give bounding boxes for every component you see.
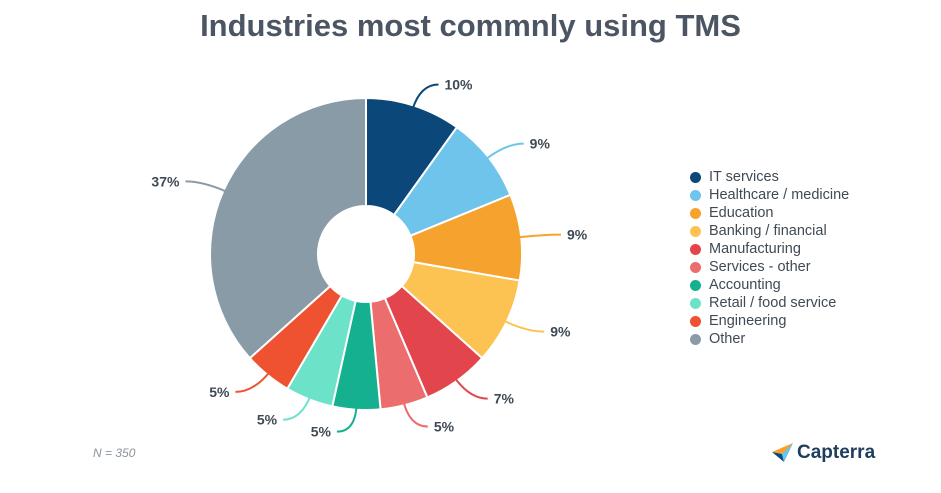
data-label-retail-food-service: 5% [257, 412, 278, 428]
leader-line-engineering [235, 371, 271, 393]
data-label-manufacturing: 7% [494, 391, 515, 407]
legend-item-banking-financial: Banking / financial [690, 222, 849, 240]
legend-swatch [690, 297, 701, 309]
legend-item-it-services: IT services [690, 168, 849, 186]
leader-line-retail-food-service [283, 395, 312, 421]
legend-item-education: Education [690, 204, 849, 222]
leader-line-accounting [336, 405, 358, 433]
legend-item-other: Other [690, 330, 849, 348]
data-label-engineering: 5% [209, 384, 230, 400]
data-label-accounting: 5% [311, 424, 332, 440]
legend-swatch [690, 261, 701, 273]
data-label-services-other: 5% [434, 419, 455, 435]
legend-item-services-other: Services - other [690, 258, 849, 276]
legend-item-accounting: Accounting [690, 276, 849, 294]
leader-line-banking-financial [502, 319, 545, 333]
leader-line-manufacturing [453, 376, 488, 400]
leader-line-it-services [411, 83, 439, 110]
legend-item-retail-food-service: Retail / food service [690, 294, 849, 312]
legend-swatch [690, 333, 701, 345]
legend-swatch [690, 243, 701, 255]
leader-line-healthcare-medicine [484, 142, 524, 161]
legend-label: Banking / financial [709, 223, 827, 239]
data-label-it-services: 10% [444, 77, 473, 93]
capterra-logo: Capterra [772, 442, 875, 464]
legend-label: IT services [709, 169, 779, 185]
data-label-other: 37% [151, 173, 180, 189]
legend-label: Accounting [709, 277, 781, 293]
legend-swatch [690, 171, 701, 183]
legend-label: Healthcare / medicine [709, 187, 850, 203]
chart-legend: IT services Healthcare / medicine Educatio… [690, 168, 849, 348]
leader-line-education [516, 233, 561, 239]
legend-swatch [690, 189, 701, 201]
data-label-healthcare-medicine: 9% [530, 136, 551, 152]
legend-swatch [690, 279, 701, 291]
data-label-banking-financial: 9% [550, 324, 571, 340]
leader-line-services-other [402, 401, 428, 428]
leader-line-other [185, 180, 228, 193]
legend-label: Services - other [709, 259, 811, 275]
data-label-education: 9% [567, 227, 588, 243]
legend-label: Engineering [709, 313, 787, 329]
legend-swatch [690, 225, 701, 237]
legend-label: Retail / food service [709, 295, 837, 311]
sample-size-note: N = 350 [93, 446, 136, 460]
capterra-arrow-icon [772, 443, 793, 462]
legend-item-healthcare-medicine: Healthcare / medicine [690, 186, 849, 204]
legend-label: Education [709, 205, 774, 221]
slice-other [209, 96, 367, 360]
legend-swatch [690, 315, 701, 327]
chart-title: Industries most commnly using TMS [200, 8, 741, 43]
legend-item-manufacturing: Manufacturing [690, 240, 849, 258]
legend-swatch [690, 207, 701, 219]
legend-label: Other [709, 331, 746, 347]
brand-name: Capterra [797, 442, 876, 463]
legend-label: Manufacturing [709, 241, 801, 257]
legend-item-engineering: Engineering [690, 312, 849, 330]
